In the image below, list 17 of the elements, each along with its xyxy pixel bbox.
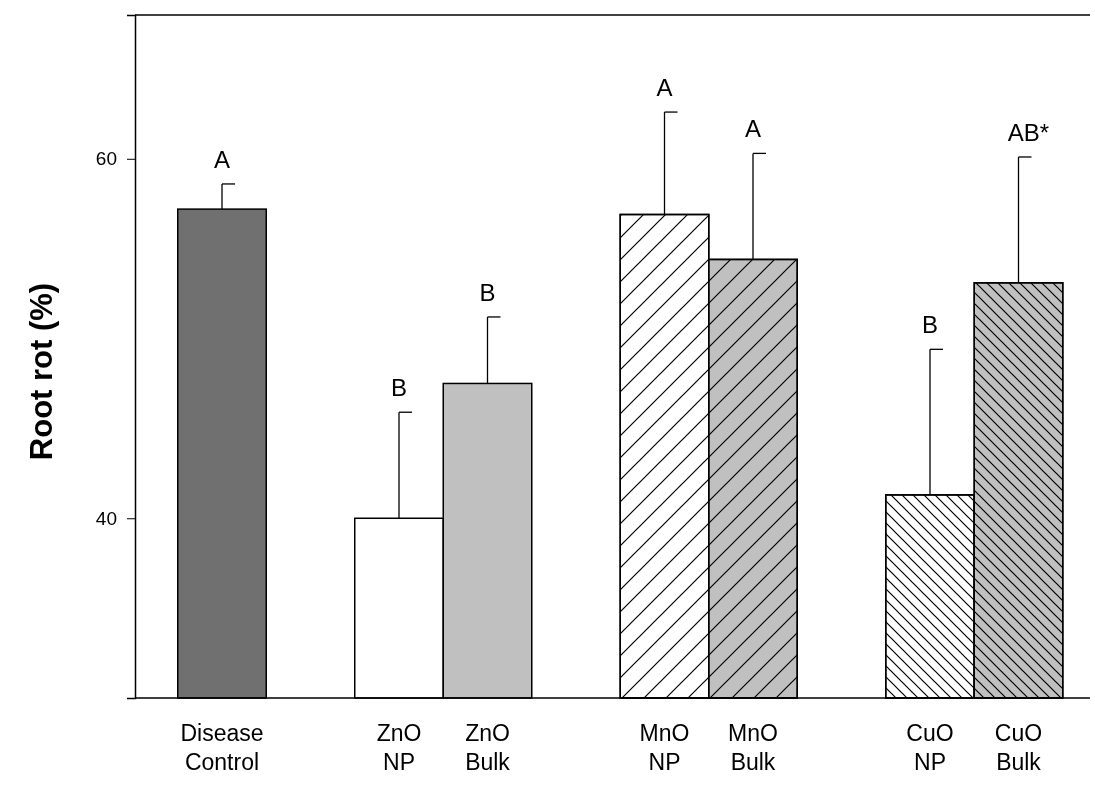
- annotation: A: [744, 115, 762, 143]
- annotation: B: [921, 311, 939, 339]
- x-tick-label: ZnO Bulk: [465, 720, 511, 775]
- y-tick-label: 40: [95, 507, 117, 529]
- x-tick-label: MnO Bulk: [728, 720, 778, 775]
- x-tick-label: CuO Bulk: [994, 720, 1043, 775]
- x-tick-label: MnO NP: [639, 720, 690, 775]
- y-tick-label: 60: [95, 148, 117, 170]
- annotation: A: [656, 74, 673, 102]
- x-tick-label: Disease Control: [180, 720, 264, 775]
- annotation: B: [479, 278, 496, 306]
- x-tick-label: CuO NP: [906, 720, 954, 775]
- annotation: A: [213, 145, 231, 173]
- x-tick-label: ZnO NP: [376, 720, 422, 775]
- y-axis-title: Root rot (%): [24, 282, 59, 461]
- annotation: AB*: [1007, 118, 1050, 146]
- annotation: B: [390, 374, 408, 402]
